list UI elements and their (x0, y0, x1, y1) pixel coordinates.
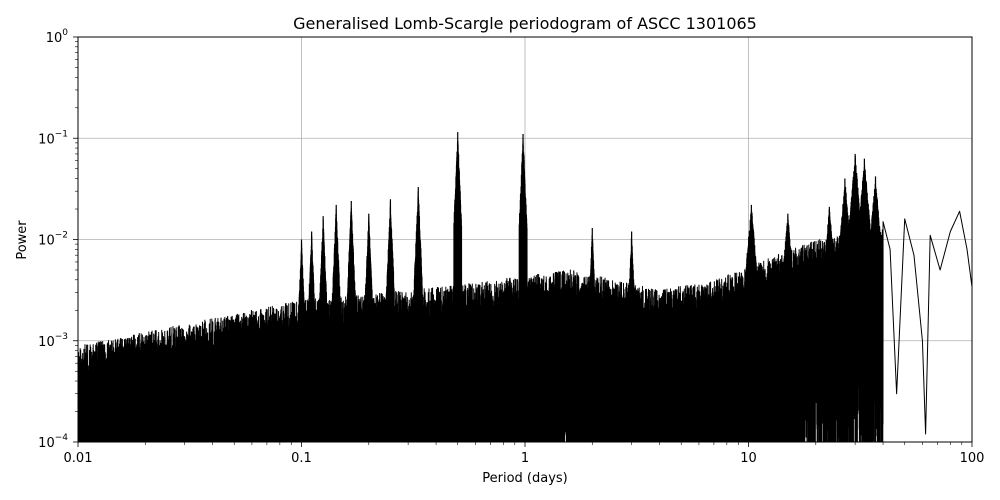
y-axis-ticks: 10−4 10−3 10−2 10−1 100 (38, 28, 78, 451)
x-axis-label: Period (days) (482, 471, 568, 486)
y-tick-label: 10−3 (38, 332, 68, 350)
x-tick-label: 1 (521, 451, 529, 466)
y-tick-label: 100 (46, 28, 69, 46)
y-axis-label: Power (15, 220, 30, 260)
chart-title: Generalised Lomb-Scargle periodogram of … (293, 14, 757, 33)
y-tick-label: 10−1 (38, 129, 68, 147)
x-tick-label: 100 (960, 451, 985, 466)
y-tick-label: 10−4 (38, 433, 68, 451)
x-axis-ticks: 0.01 0.1 1 10 100 (64, 442, 985, 466)
x-tick-label: 0.01 (64, 451, 93, 466)
x-tick-label: 10 (740, 451, 757, 466)
periodogram-line (77, 137, 973, 443)
x-tick-label: 0.1 (291, 451, 312, 466)
y-tick-label: 10−2 (38, 231, 68, 249)
series-group (77, 132, 973, 443)
